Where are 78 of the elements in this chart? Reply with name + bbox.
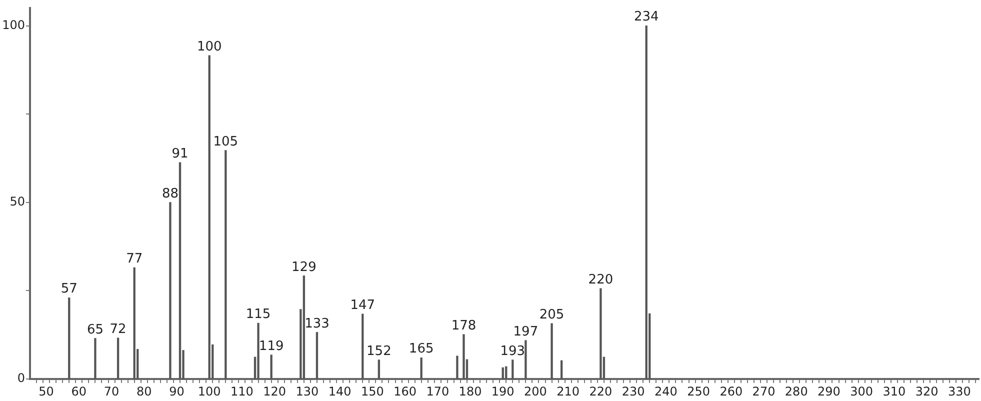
x-tick-label: 160 [394, 384, 416, 398]
bar [502, 367, 504, 379]
bar [68, 297, 70, 379]
annotation: 115 [246, 307, 271, 322]
x-tick-label: 220 [589, 384, 612, 398]
bar [208, 55, 210, 379]
x-tick-label: 320 [915, 384, 938, 398]
bar [362, 314, 364, 379]
x-tick-label: 280 [784, 384, 808, 398]
annotation: 197 [513, 324, 538, 340]
annotation: 88 [162, 186, 179, 202]
bar [224, 150, 227, 379]
annotation: 105 [213, 134, 238, 150]
annotation: 178 [451, 318, 476, 334]
x-tick-label: 190 [491, 384, 514, 398]
annotation: 77 [126, 252, 143, 267]
y-tick-label: 0 [17, 371, 25, 386]
x-tick-label: 300 [850, 384, 874, 398]
y-tick-label: 100 [2, 18, 25, 32]
bar [378, 360, 380, 379]
x-tick-label: 210 [556, 384, 580, 398]
x-tick-label: 80 [136, 384, 152, 398]
annotation: 152 [366, 344, 392, 359]
x-tick-label: 120 [263, 384, 286, 398]
bar [645, 26, 648, 379]
bar [462, 334, 465, 379]
x-tick-label: 330 [948, 384, 971, 398]
x-tick-label: 60 [71, 384, 87, 398]
x-tick-label: 150 [360, 384, 384, 398]
x-tick-label: 90 [169, 384, 184, 398]
y-tick-label: 50 [10, 194, 25, 209]
x-tick-label: 270 [752, 384, 776, 398]
annotation: 57 [60, 282, 78, 297]
bar [524, 340, 527, 379]
x-tick-label: 230 [622, 384, 645, 398]
annotation: 205 [539, 307, 564, 322]
annotation: 234 [634, 10, 659, 25]
x-tick-label: 260 [720, 384, 743, 398]
x-tick-label: 100 [198, 384, 221, 398]
annotation: 193 [500, 344, 526, 359]
x-tick-label: 70 [104, 384, 120, 398]
x-tick-label: 310 [882, 384, 906, 398]
x-tick-label: 110 [230, 384, 254, 398]
bar [456, 356, 458, 379]
annotation: 220 [588, 272, 614, 288]
bar [512, 360, 514, 379]
bar [505, 366, 508, 379]
bar [270, 354, 272, 379]
annotation: 65 [86, 322, 104, 338]
x-tick-label: 240 [654, 384, 678, 398]
x-tick-label: 200 [524, 384, 547, 398]
x-tick-label: 140 [328, 384, 352, 398]
bar [420, 357, 422, 379]
bar [302, 276, 306, 379]
annotation: 147 [350, 298, 376, 313]
bar [116, 338, 120, 379]
bar [257, 322, 260, 379]
bar [94, 338, 96, 379]
x-tick-label: 50 [38, 384, 54, 398]
annotation: 165 [408, 342, 434, 357]
x-tick-label: 170 [426, 384, 450, 398]
x-tick-label: 250 [687, 384, 710, 398]
x-tick-label: 290 [818, 384, 840, 398]
bar [178, 162, 182, 379]
annotation: 129 [292, 260, 316, 275]
bar [600, 288, 602, 379]
bar [316, 332, 318, 379]
bar [133, 267, 136, 379]
annotation: 100 [196, 39, 222, 54]
x-tick-label: 130 [296, 384, 319, 398]
annotation: 133 [304, 316, 330, 332]
bar [560, 360, 563, 379]
bar [550, 323, 553, 379]
annotation: 119 [258, 338, 284, 354]
annotation: 72 [110, 322, 126, 337]
annotation: 91 [172, 146, 188, 162]
x-tick-label: 180 [458, 384, 482, 398]
bar [169, 202, 172, 379]
